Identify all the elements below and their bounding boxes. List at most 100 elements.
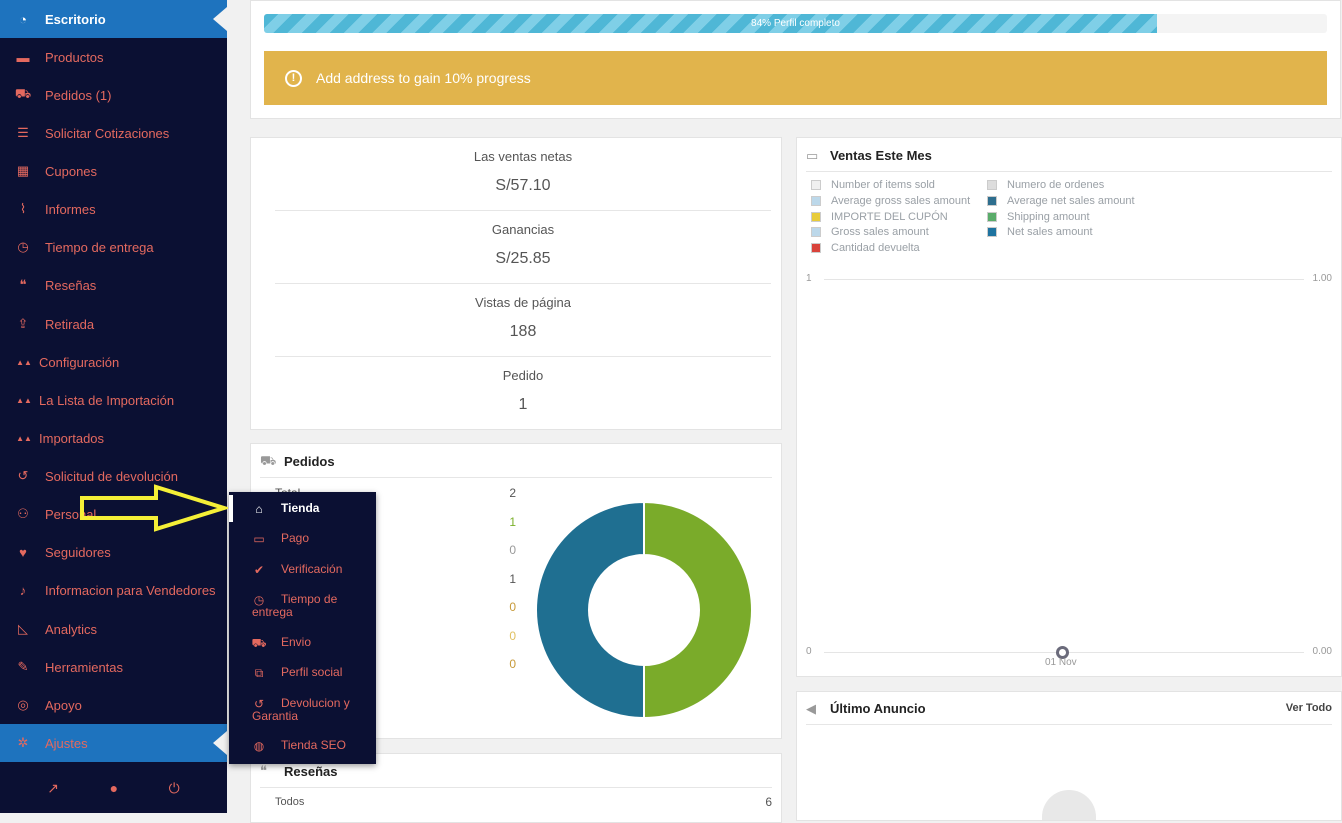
- chart-line-icon: ⌇: [19, 201, 27, 216]
- legend-item[interactable]: Average net sales amount: [987, 195, 1135, 207]
- sidebar-item[interactable]: ☰ Solicitar Cotizaciones: [0, 114, 227, 152]
- wrench-icon: ✎: [17, 659, 29, 674]
- divider: [260, 787, 772, 788]
- profile-progress-label: 84% Perfil completo: [751, 18, 840, 29]
- legend-swatch: [987, 227, 997, 238]
- stat-page-views[interactable]: Vistas de página 188: [275, 295, 771, 341]
- clock-icon: ◷: [253, 593, 265, 607]
- stat-value: S/57.10: [495, 177, 551, 194]
- legend-item[interactable]: IMPORTE DEL CUPÓN: [811, 211, 948, 223]
- submenu-item-label: Verificación: [281, 562, 343, 576]
- y-axis-left-top: 1: [806, 273, 812, 284]
- undo-icon: ↺: [253, 697, 265, 711]
- legend-swatch: [811, 195, 821, 206]
- legend-item[interactable]: Shipping amount: [987, 211, 1090, 223]
- legend-label: Average net sales amount: [1007, 194, 1135, 207]
- legend-label: Average gross sales amount: [831, 194, 971, 207]
- sidebar-item[interactable]: ◺ Analytics: [0, 610, 227, 648]
- power-icon[interactable]: ⏻: [168, 779, 180, 796]
- sidebar-item[interactable]: ▬ Productos: [0, 38, 227, 76]
- active-notch: [213, 7, 227, 31]
- sidebar-item[interactable]: ◔ Escritorio: [0, 0, 227, 38]
- stat-orders[interactable]: Pedido 1: [275, 368, 771, 414]
- submenu-item-label: Tienda: [281, 501, 320, 515]
- sidebar-item[interactable]: ⇪ Retirada: [0, 305, 227, 343]
- legend-item[interactable]: Cantidad devuelta: [811, 242, 920, 254]
- legend-swatch: [811, 227, 821, 238]
- announcement-title: Último Anuncio: [830, 701, 926, 716]
- sidebar-item[interactable]: ▲▲ Importados: [0, 419, 227, 457]
- lifebuoy-icon: ◎: [17, 697, 29, 712]
- sidebar-item[interactable]: ❝ Reseñas: [0, 266, 227, 304]
- sidebar-item-label: Cupones: [45, 163, 98, 179]
- legend-item[interactable]: Net sales amount: [987, 226, 1093, 238]
- sidebar-item[interactable]: ▦ Cupones: [0, 152, 227, 190]
- sidebar-item-label: Herramientas: [45, 659, 124, 675]
- legend-item[interactable]: Number of items sold: [811, 179, 935, 191]
- info-circle-icon: !: [285, 69, 302, 87]
- sidebar-item-label: Pedidos (1): [45, 87, 112, 103]
- submenu-item[interactable]: ⧉ Perfil social: [229, 666, 376, 692]
- user-icon[interactable]: ●: [109, 780, 119, 796]
- alert-text: Add address to gain 10% progress: [316, 70, 531, 86]
- y-axis-left-bottom: 0: [806, 646, 812, 657]
- sidebar-item[interactable]: ♥ Seguidores: [0, 533, 227, 571]
- legend-item[interactable]: Numero de ordenes: [987, 179, 1104, 191]
- donut-slice[interactable]: [643, 500, 753, 720]
- legend-label: Gross sales amount: [831, 226, 929, 239]
- donut-slice[interactable]: [535, 500, 645, 720]
- settings-submenu: ⌂ Tienda ▭ Pago ✔ Verificación ◷ Tiempo de entr…: [229, 492, 376, 764]
- data-point[interactable]: [1056, 646, 1069, 659]
- order-status-count: 0: [509, 628, 516, 643]
- submenu-item[interactable]: ↺ Devolucion y Garantia: [229, 697, 376, 723]
- submenu-item[interactable]: ✔ Verificación: [229, 563, 376, 589]
- sidebar-item[interactable]: ▲▲ Configuración: [0, 343, 227, 381]
- sidebar-item-label: Ajustes: [45, 735, 88, 751]
- dashboard-icon: ◔: [19, 11, 27, 27]
- sidebar-item[interactable]: ◷ Tiempo de entrega: [0, 228, 227, 266]
- stat-value: S/25.85: [495, 250, 551, 267]
- divider: [806, 171, 1332, 172]
- submenu-item[interactable]: ◍ Tienda SEO: [229, 739, 376, 765]
- submenu-item[interactable]: ⛟ Envio: [229, 636, 376, 662]
- external-link-icon[interactable]: ↗: [47, 779, 60, 796]
- check-icon: ✔: [253, 563, 265, 577]
- reviews-title: Reseñas: [284, 764, 338, 779]
- reviews-all-label[interactable]: Todos: [275, 796, 305, 808]
- submenu-item-label: Tienda SEO: [281, 738, 346, 752]
- active-notch: [213, 731, 227, 755]
- gift-icon: ▦: [16, 163, 30, 178]
- sidebar-item-label: Informacion para Vendedores: [45, 582, 216, 598]
- cart-icon: ⛟: [260, 453, 277, 468]
- sidebar-item[interactable]: ▲▲ La Lista de Importación: [0, 381, 227, 419]
- sidebar-item[interactable]: ♪ Informacion para Vendedores: [0, 571, 227, 609]
- sidebar-item[interactable]: ⌇ Informes: [0, 190, 227, 228]
- legend-item[interactable]: Gross sales amount: [811, 226, 929, 238]
- y-axis-right-top: 1.00: [1312, 273, 1332, 284]
- stat-earnings[interactable]: Ganancias S/25.85: [275, 222, 771, 268]
- stat-net-sales[interactable]: Las ventas netas S/57.10: [275, 149, 771, 195]
- submenu-item[interactable]: ⌂ Tienda: [229, 502, 376, 528]
- sidebar-item[interactable]: ✎ Herramientas: [0, 648, 227, 686]
- cog-icon: ✲: [17, 735, 29, 750]
- sidebar-item[interactable]: ◎ Apoyo: [0, 686, 227, 724]
- sidebar-item-label: Apoyo: [45, 697, 82, 713]
- reviews-all-value: 6: [765, 795, 772, 809]
- view-all-link[interactable]: Ver Todo: [1285, 702, 1332, 714]
- legend-item[interactable]: Average gross sales amount: [811, 195, 970, 207]
- order-status-count: 2: [509, 486, 516, 500]
- sidebar-item[interactable]: ↺ Solicitud de devolución: [0, 457, 227, 495]
- sidebar-item-label: Retirada: [45, 316, 95, 332]
- sidebar-item[interactable]: ⛟ Pedidos (1): [0, 76, 227, 114]
- sidebar-item-label: Solicitud de devolución: [45, 468, 178, 484]
- users-icon: ⚇: [17, 506, 29, 521]
- legend-swatch: [987, 180, 997, 190]
- submenu-item[interactable]: ◷ Tiempo de entrega: [229, 593, 376, 619]
- submenu-item[interactable]: ▭ Pago: [229, 532, 376, 558]
- x-axis-label: 01 Nov: [1045, 657, 1077, 668]
- sidebar-item[interactable]: ✲ Ajustes: [0, 724, 227, 762]
- upload-icon: ⇪: [17, 316, 29, 331]
- sidebar-item-label: Reseñas: [45, 277, 97, 293]
- legend-label: Cantidad devuelta: [831, 242, 920, 255]
- heart-icon: ♥: [19, 544, 27, 560]
